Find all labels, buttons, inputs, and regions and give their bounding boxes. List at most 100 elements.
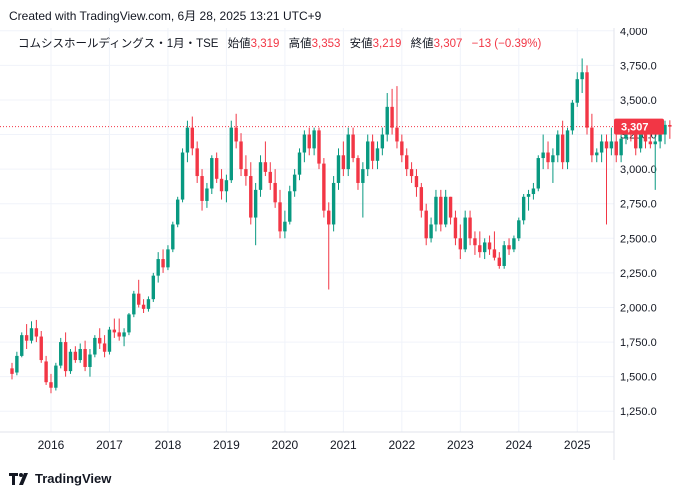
- candle: [312, 127, 316, 156]
- price-tick-label: 1,500.0: [620, 372, 657, 384]
- time-tick-label: 2022: [388, 438, 415, 452]
- candle-body: [546, 152, 550, 163]
- time-tick-label: 2020: [272, 438, 299, 452]
- candle-body: [653, 141, 657, 145]
- candle-body: [434, 196, 438, 225]
- low-value: 3,219: [372, 38, 402, 50]
- candle: [141, 299, 146, 314]
- candle-body: [175, 199, 180, 225]
- candle: [278, 189, 282, 239]
- candle-body: [107, 329, 112, 352]
- candle-body: [249, 176, 253, 218]
- candle-body: [551, 155, 555, 163]
- candle: [146, 296, 151, 312]
- candle-body: [590, 127, 594, 156]
- price-chart[interactable]: 1,250.0 1,500.0 1,750.0 2,000.0 2,250.0 2,500…: [0, 28, 684, 460]
- candle: [419, 182, 424, 218]
- candle-body: [219, 178, 224, 192]
- candle: [580, 58, 584, 94]
- candle-body: [668, 124, 672, 127]
- candle: [395, 86, 399, 149]
- candle-body: [512, 238, 516, 250]
- candle-body: [83, 348, 87, 367]
- candle: [356, 155, 360, 190]
- candle: [200, 169, 204, 211]
- candle: [541, 134, 545, 170]
- candle-body: [117, 332, 121, 337]
- candle: [171, 221, 175, 253]
- price-tick-label: 3,500.0: [620, 95, 657, 107]
- candle-body: [229, 127, 233, 181]
- candle: [366, 134, 370, 177]
- price-tick-label: 2,500.0: [620, 233, 657, 245]
- candle-body: [400, 141, 404, 156]
- time-tick-label: 2016: [38, 438, 65, 452]
- candle-body: [146, 299, 151, 309]
- candle-body: [93, 337, 97, 355]
- candle: [20, 332, 24, 358]
- high-value: 3,353: [311, 38, 341, 50]
- candle: [595, 148, 599, 163]
- candle-body: [536, 158, 540, 189]
- candle-body: [102, 343, 107, 352]
- candle: [346, 127, 350, 177]
- candle: [487, 235, 492, 255]
- candle: [258, 155, 263, 197]
- tradingview-footer[interactable]: TradingView: [9, 471, 111, 486]
- candle: [439, 189, 443, 232]
- candle: [234, 113, 238, 149]
- candle-body: [502, 245, 506, 266]
- candle: [424, 203, 428, 246]
- candle: [283, 210, 287, 239]
- time-tick-label: 2025: [564, 438, 591, 452]
- candle: [468, 210, 472, 246]
- candle: [361, 162, 365, 218]
- candle: [185, 120, 190, 163]
- candle-body: [39, 336, 43, 361]
- candle: [34, 319, 39, 343]
- candle: [73, 346, 78, 363]
- candle: [351, 127, 355, 163]
- candle: [429, 217, 433, 243]
- candle-body: [297, 152, 302, 175]
- candle-body: [556, 134, 560, 156]
- candle-body: [414, 176, 419, 188]
- candle: [127, 313, 131, 336]
- candle-body: [132, 293, 136, 315]
- candle: [556, 130, 560, 163]
- candle-body: [560, 134, 565, 163]
- candle: [604, 134, 609, 225]
- candle: [648, 134, 653, 149]
- tradingview-logo-icon: [9, 472, 28, 485]
- candle-body: [370, 141, 375, 161]
- chart-grid: [0, 28, 614, 432]
- candle: [663, 120, 667, 145]
- candle: [239, 133, 243, 177]
- candle-body: [521, 196, 526, 221]
- candle-body: [268, 171, 272, 183]
- candle-body: [663, 124, 667, 135]
- candle: [482, 238, 487, 260]
- candle-body: [390, 106, 394, 128]
- candle: [448, 196, 453, 225]
- candle-body: [599, 141, 604, 153]
- candle-body: [424, 210, 428, 239]
- time-tick-label: 2019: [213, 438, 240, 452]
- candle-body: [78, 348, 82, 361]
- candle: [107, 326, 112, 355]
- price-tick-label: 4,000: [620, 28, 648, 38]
- candle-body: [419, 187, 424, 211]
- price-tick-label: 3,000.0: [620, 164, 657, 176]
- last-price-badge: 3,307: [614, 118, 664, 135]
- candle-body: [331, 182, 336, 225]
- candle-body: [658, 134, 662, 142]
- candle: [526, 189, 531, 211]
- candle-body: [44, 361, 48, 383]
- candle: [195, 141, 199, 183]
- candle: [565, 127, 570, 170]
- candle: [478, 231, 482, 258]
- candle: [253, 182, 258, 246]
- price-axis: 1,250.0 1,500.0 1,750.0 2,000.0 2,250.0 2,500…: [620, 28, 657, 418]
- candle: [536, 155, 540, 192]
- close-label: 終値: [410, 38, 434, 50]
